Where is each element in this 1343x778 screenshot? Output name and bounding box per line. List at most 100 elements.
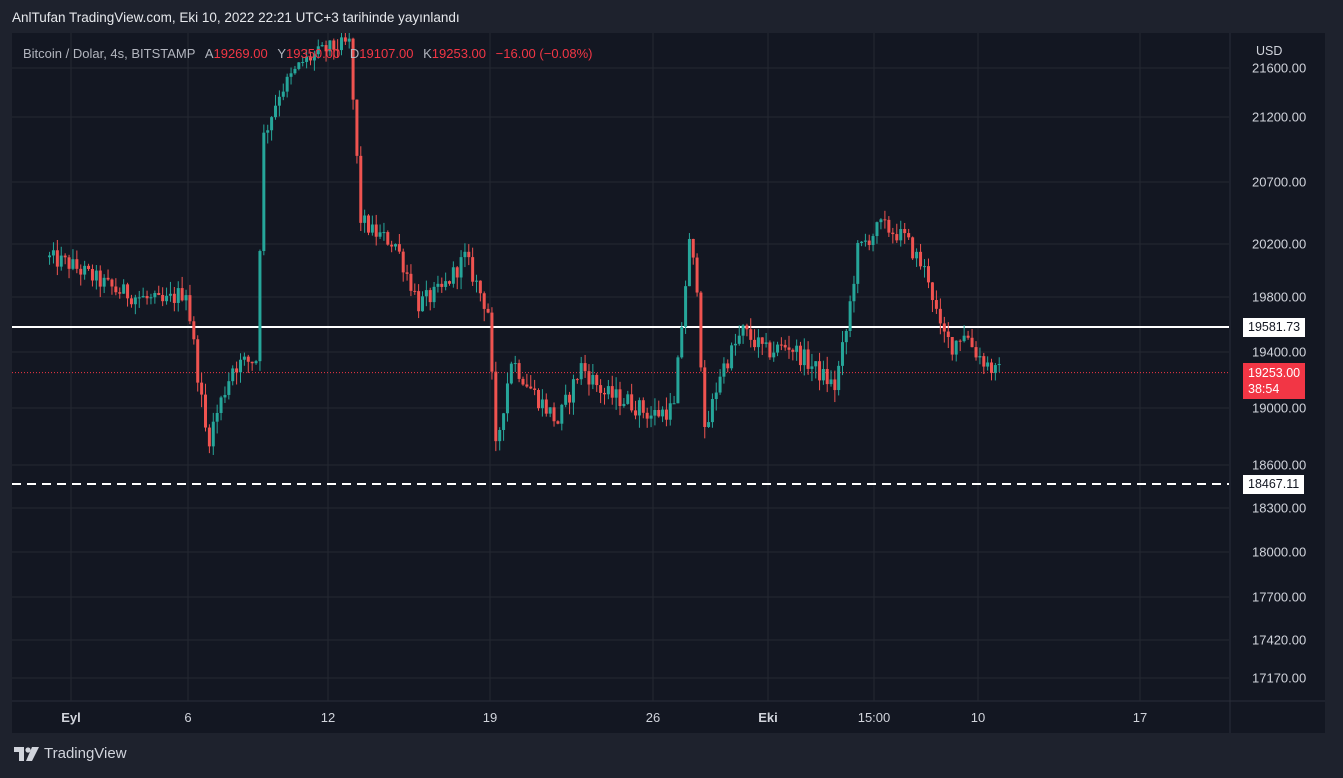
candle-body xyxy=(610,386,614,398)
candle-body xyxy=(954,340,958,355)
candle-body xyxy=(710,399,714,423)
chart-pane[interactable]: 21600.00 21200.00 20700.00 20200.00 19800.00… xyxy=(12,33,1325,733)
candle-body xyxy=(87,265,91,269)
tradingview-logo[interactable]: TradingView xyxy=(14,745,127,762)
candle-body xyxy=(149,297,153,299)
price-chart[interactable]: 21600.00 21200.00 20700.00 20200.00 19800.00… xyxy=(12,33,1325,733)
candle-body xyxy=(707,422,711,427)
candle-body xyxy=(172,293,176,303)
price-tick-label: 19800.00 xyxy=(1252,290,1306,305)
price-tick-label: 19000.00 xyxy=(1252,401,1306,416)
candle-body xyxy=(978,356,982,358)
candle-body xyxy=(129,298,133,305)
time-tick-label: 10 xyxy=(971,710,985,725)
candle-body xyxy=(798,345,802,366)
currency-label[interactable]: USD xyxy=(1256,44,1283,58)
candle-body xyxy=(970,337,974,348)
candle-body xyxy=(432,286,436,303)
candle-body xyxy=(982,356,986,367)
candle-body xyxy=(760,337,764,344)
candle-body xyxy=(776,344,780,353)
price-tick-label: 20200.00 xyxy=(1252,237,1306,252)
candle-body xyxy=(829,379,833,385)
candle-body xyxy=(863,240,867,242)
candle-body xyxy=(277,96,281,106)
candle-body xyxy=(51,250,55,256)
close-label: K xyxy=(423,46,432,61)
candle-body xyxy=(320,45,324,47)
candle-body xyxy=(974,347,978,358)
candle-body xyxy=(63,255,67,258)
time-axis[interactable]: Eyl 6 12 19 26 Eki 15:00 10 17 xyxy=(61,710,1147,725)
candle-body xyxy=(602,392,606,395)
price-tick-label: 17170.00 xyxy=(1252,671,1306,686)
candle-body xyxy=(459,257,463,278)
price-axis[interactable]: 21600.00 21200.00 20700.00 20200.00 19800.00… xyxy=(1252,61,1306,686)
candle-body xyxy=(332,40,336,50)
candle-body xyxy=(71,259,75,269)
candle-body xyxy=(856,242,860,284)
candle-body xyxy=(231,368,235,382)
candle-body xyxy=(351,38,355,100)
candle-body xyxy=(114,286,118,293)
candle-body xyxy=(258,251,262,362)
candle-body xyxy=(394,244,397,247)
candle-body xyxy=(509,363,513,384)
candle-body xyxy=(239,359,242,373)
symbol-title[interactable]: Bitcoin / Dolar, 4s, BITSTAMP xyxy=(23,46,196,61)
price-tick-label: 20700.00 xyxy=(1252,175,1306,190)
candle-body xyxy=(328,40,332,52)
candle-body xyxy=(637,400,641,416)
open-value: 19269.00 xyxy=(213,46,268,61)
candle-body xyxy=(645,412,649,419)
candle-body xyxy=(471,257,475,282)
candle-body xyxy=(571,379,575,403)
time-tick-label: 12 xyxy=(321,710,335,725)
time-tick-label: 6 xyxy=(184,710,191,725)
candle-body xyxy=(895,234,899,241)
candle-body xyxy=(552,407,556,422)
change-value: −16.00 (−0.08%) xyxy=(495,46,593,61)
candle-body xyxy=(521,378,525,385)
candle-body xyxy=(768,342,772,358)
candle-body xyxy=(579,363,583,380)
candle-body xyxy=(55,250,59,267)
candle-body xyxy=(583,363,587,372)
candle-body xyxy=(911,237,915,259)
candle-body xyxy=(950,337,954,355)
candle-body xyxy=(486,308,490,313)
grid-layer xyxy=(12,33,1325,733)
candle-body xyxy=(305,56,309,62)
candle-body xyxy=(417,291,421,312)
candle-body xyxy=(382,232,386,234)
resistance-price: 19581.73 xyxy=(1248,320,1301,334)
candle-body xyxy=(165,295,169,302)
candle-body xyxy=(309,56,312,61)
candle-body xyxy=(791,349,795,352)
candle-body xyxy=(699,292,703,368)
candle-body xyxy=(137,297,141,299)
candle-body xyxy=(246,356,250,362)
candle-body xyxy=(79,268,83,275)
candle-body xyxy=(795,345,799,352)
brand-name: TradingView xyxy=(44,745,127,762)
candle-body xyxy=(833,379,837,391)
candle-body xyxy=(153,292,157,298)
candle-body xyxy=(184,295,188,301)
candle-body xyxy=(818,361,822,381)
candle-body xyxy=(806,349,810,369)
candle-body xyxy=(444,281,448,287)
candle-body xyxy=(48,255,52,258)
support-price: 18467.11 xyxy=(1248,477,1300,491)
candle-body xyxy=(810,366,814,369)
candle-body xyxy=(672,403,676,405)
candle-body xyxy=(413,290,417,292)
candle-body xyxy=(274,105,277,118)
candle-body xyxy=(363,215,367,223)
candle-body xyxy=(102,277,106,287)
candle-body xyxy=(649,415,653,419)
candle-body xyxy=(641,400,645,413)
candle-body xyxy=(145,296,149,299)
candle-body xyxy=(687,238,691,287)
levels-layer xyxy=(12,326,1229,486)
